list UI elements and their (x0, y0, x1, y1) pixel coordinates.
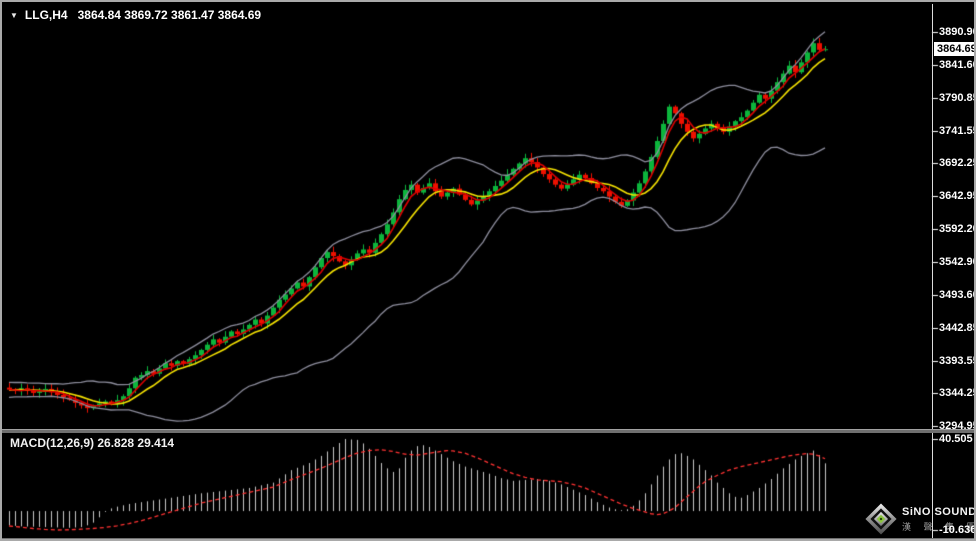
price-axis-label: 3393.55 (939, 354, 976, 367)
price-axis-label: 3642.95 (939, 189, 976, 202)
price-axis-label: 3493.60 (939, 288, 976, 301)
macd-indicator-label: MACD(12,26,9) 26.828 29.414 (10, 436, 175, 450)
logo-diamond-icon (864, 502, 898, 536)
brand-name: SiNO SOUND (902, 505, 976, 518)
current-price-tag: 3864.69 (934, 42, 974, 56)
symbol-dropdown-icon[interactable]: ▼ (10, 10, 18, 20)
price-axis-label: 3692.25 (939, 157, 976, 170)
brand-name-chinese: 漢 聲 集 團 (902, 521, 976, 532)
chart-title: ▼ LLG,H4 3864.84 3869.72 3861.47 3864.69 (10, 8, 261, 22)
ohlc-values: 3864.84 3869.72 3861.47 3864.69 (77, 8, 262, 22)
price-axis-label: 3790.85 (939, 92, 976, 105)
brand-logo: SiNO SOUND 漢 聲 集 團 (864, 501, 976, 537)
price-axis-line (932, 4, 933, 538)
panel-splitter[interactable] (2, 429, 974, 433)
price-axis-label: 3344.25 (939, 387, 976, 400)
macd-axis-label: -10.636 (939, 524, 976, 536)
macd-axis-label: 40.505 (939, 433, 973, 445)
price-axis-label: 3890.90 (939, 26, 976, 38)
price-axis-label: 3442.85 (939, 322, 976, 335)
price-axis-label: 3741.55 (939, 124, 976, 137)
price-axis-label: 3542.90 (939, 256, 976, 269)
bottom-frame-line (2, 538, 974, 539)
price-axis-label: 3592.20 (939, 223, 976, 236)
symbol-timeframe-label: LLG,H4 (24, 8, 68, 22)
price-axis-label: 3841.60 (939, 58, 976, 71)
